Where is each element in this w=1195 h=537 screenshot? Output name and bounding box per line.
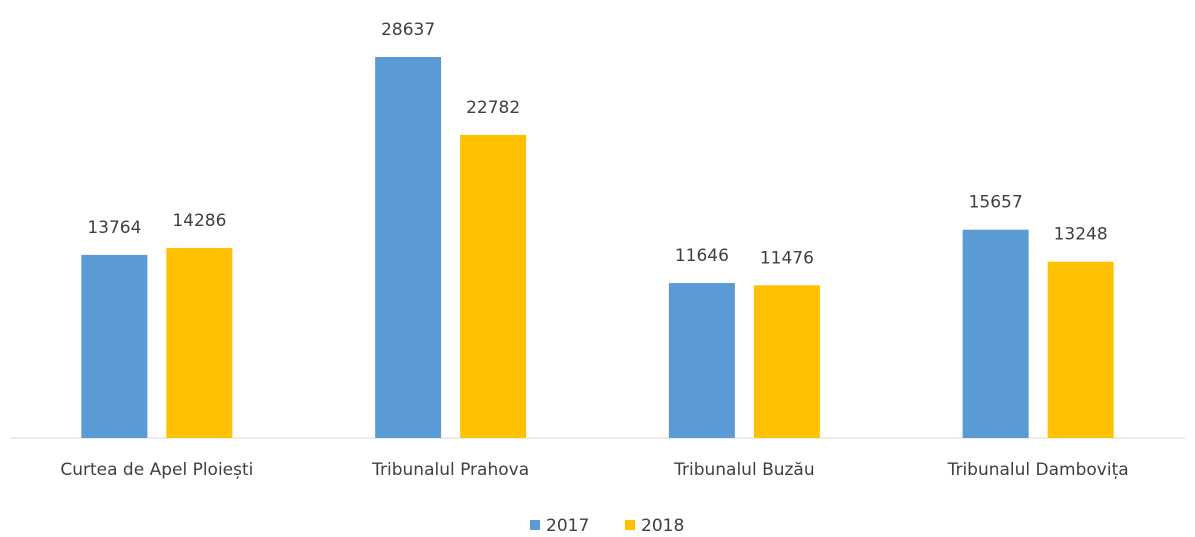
- bar: [166, 247, 233, 438]
- data-label: 13764: [87, 218, 141, 238]
- bar: [753, 285, 820, 438]
- bar: [375, 57, 442, 438]
- x-tick-label: Tribunalul Prahova: [371, 460, 529, 480]
- legend-swatch: [530, 520, 540, 530]
- bar: [81, 254, 148, 438]
- data-label: 11646: [675, 246, 729, 266]
- data-label: 28637: [381, 20, 435, 40]
- data-label: 22782: [466, 98, 520, 118]
- bar: [460, 134, 527, 438]
- x-tick-label: Tribunalul Buzău: [673, 460, 815, 480]
- bar: [668, 283, 735, 438]
- legend-swatch: [625, 520, 635, 530]
- data-label: 14286: [172, 211, 226, 231]
- bar: [962, 229, 1029, 438]
- data-label: 13248: [1054, 225, 1108, 245]
- x-tick-label: Curtea de Apel Ploiești: [60, 460, 253, 480]
- x-tick-label: Tribunalul Dambovița: [947, 460, 1129, 480]
- data-label: 15657: [969, 193, 1023, 213]
- bar: [1047, 261, 1114, 438]
- legend-label: 2018: [641, 516, 684, 536]
- legend-label: 2017: [546, 516, 589, 536]
- data-label: 11476: [760, 248, 814, 268]
